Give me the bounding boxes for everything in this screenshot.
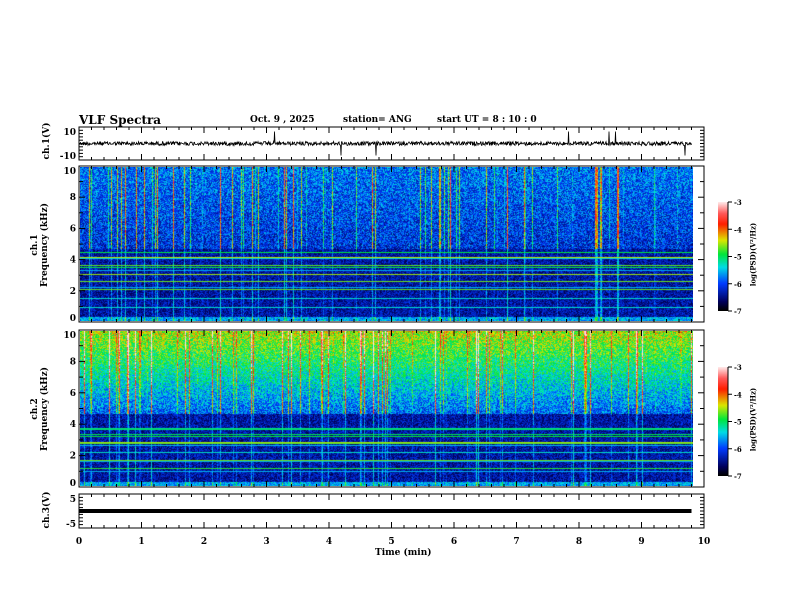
y-tick-label: -5 xyxy=(66,520,76,530)
station-label: station= ANG xyxy=(343,115,412,125)
panel-frame-ch1-spectrogram xyxy=(78,165,705,323)
y-tick-label: 6 xyxy=(70,389,76,399)
frequency-label: Frequency (kHz) xyxy=(40,203,50,288)
y-tick-label: -10 xyxy=(60,152,76,162)
y-tick-label: 2 xyxy=(70,452,76,462)
date-label: Oct. 9 , 2025 xyxy=(250,115,315,125)
colorbar-tick-label: -4 xyxy=(734,390,742,399)
ch3-waveform-ylabel: ch.3(V) xyxy=(42,491,52,529)
x-tick-label: 7 xyxy=(513,537,519,547)
x-tick-label: 0 xyxy=(76,537,82,547)
colorbar-tick-label: -4 xyxy=(734,225,742,234)
colorbar-tick-label: -5 xyxy=(734,253,742,262)
colorbar-ch2 xyxy=(718,367,728,476)
figure-title: VLF Spectra xyxy=(79,113,162,127)
y-tick-label: 10 xyxy=(63,167,76,177)
colorbar-ch2-label: log(PSD)(V²/Hz) xyxy=(748,387,758,452)
y-tick-label: 0 xyxy=(70,314,76,324)
y-tick-label: 10 xyxy=(63,331,76,341)
ch1-spectrogram xyxy=(80,167,693,321)
y-tick-label: 4 xyxy=(70,420,76,430)
colorbar-ch1-label: log(PSD)(V²/Hz) xyxy=(748,222,758,287)
y-tick-label: 5 xyxy=(70,495,76,505)
x-tick-label: 5 xyxy=(388,537,394,547)
y-tick-label: 6 xyxy=(70,224,76,234)
x-tick-label: 9 xyxy=(638,537,644,547)
x-axis-label: Time (min) xyxy=(375,548,432,558)
colorbar-tick-label: -7 xyxy=(734,472,742,481)
ch1-label: ch.1 xyxy=(30,234,40,256)
y-tick-label: 0 xyxy=(70,479,76,489)
panel-frame-ch2-spectrogram xyxy=(78,329,705,488)
start-time-label: start UT = 8 : 10 : 0 xyxy=(437,115,537,125)
x-tick-label: 2 xyxy=(201,537,207,547)
y-tick-label: 8 xyxy=(70,357,76,367)
x-tick-label: 10 xyxy=(698,537,711,547)
y-tick-label: 10 xyxy=(63,128,76,138)
colorbar-tick-label: -6 xyxy=(734,280,742,289)
colorbar-tick-label: -7 xyxy=(734,307,742,316)
ch2-spectrogram-ylabel: ch.2 Frequency (kHz) xyxy=(30,359,50,459)
ch2-spectrogram xyxy=(80,331,693,486)
ch1-waveform-trace xyxy=(78,131,692,156)
ch1-waveform-ylabel: ch.1(V) xyxy=(42,122,52,160)
y-tick-label: 8 xyxy=(70,193,76,203)
y-tick-label: 2 xyxy=(70,287,76,297)
ch2-label: ch.2 xyxy=(30,398,40,420)
frequency-label: Frequency (kHz) xyxy=(40,367,50,452)
x-tick-label: 6 xyxy=(451,537,457,547)
colorbar-ch1 xyxy=(718,202,728,311)
x-tick-label: 4 xyxy=(326,537,332,547)
colorbar-tick-label: -6 xyxy=(734,445,742,454)
x-tick-label: 3 xyxy=(263,537,269,547)
ch1-spectrogram-ylabel: ch.1 Frequency (kHz) xyxy=(30,195,50,295)
x-tick-label: 1 xyxy=(138,537,144,547)
colorbar-tick-label: -5 xyxy=(734,418,742,427)
colorbar-tick-label: -3 xyxy=(734,363,742,372)
colorbar-tick-label: -3 xyxy=(734,198,742,207)
y-tick-label: 4 xyxy=(70,256,76,266)
x-tick-label: 8 xyxy=(576,537,582,547)
